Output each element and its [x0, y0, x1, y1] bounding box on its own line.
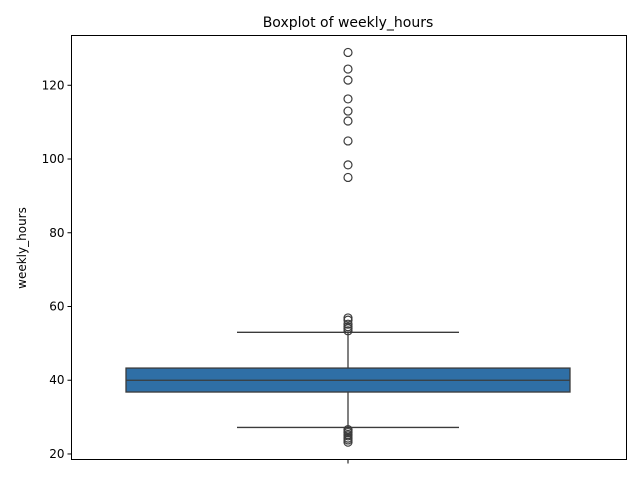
outlier-point-21	[343, 64, 353, 74]
y-axis: 20 40 60 80 100 120	[42, 78, 349, 464]
y-tick-label-40: 40	[49, 373, 64, 387]
outlier-point-16	[343, 136, 353, 146]
y-tick-label-60: 60	[49, 299, 64, 313]
outlier-point-13	[343, 313, 353, 323]
outlier-point-22	[343, 47, 353, 58]
outlier-point-19	[343, 94, 353, 104]
outlier-point-20	[343, 75, 353, 85]
outlier-point-10	[343, 322, 353, 332]
y-tick-label-120: 120	[42, 78, 65, 92]
plot-frame	[71, 35, 627, 460]
outlier-point-7	[343, 425, 353, 435]
y-tick-label-100: 100	[42, 152, 65, 166]
y-tick-label-20: 20	[49, 447, 64, 461]
outlier-point-14	[343, 172, 353, 183]
outlier-point-17	[343, 116, 353, 126]
y-axis-label: weekly_hours	[15, 207, 29, 289]
chart-title: Boxplot of weekly_hours	[263, 15, 434, 31]
outlier-point-18	[343, 106, 353, 116]
y-tick-label-80: 80	[49, 226, 64, 240]
outlier-point-15	[343, 160, 353, 170]
chart-marks	[125, 47, 571, 447]
outlier-point-11	[343, 319, 353, 329]
